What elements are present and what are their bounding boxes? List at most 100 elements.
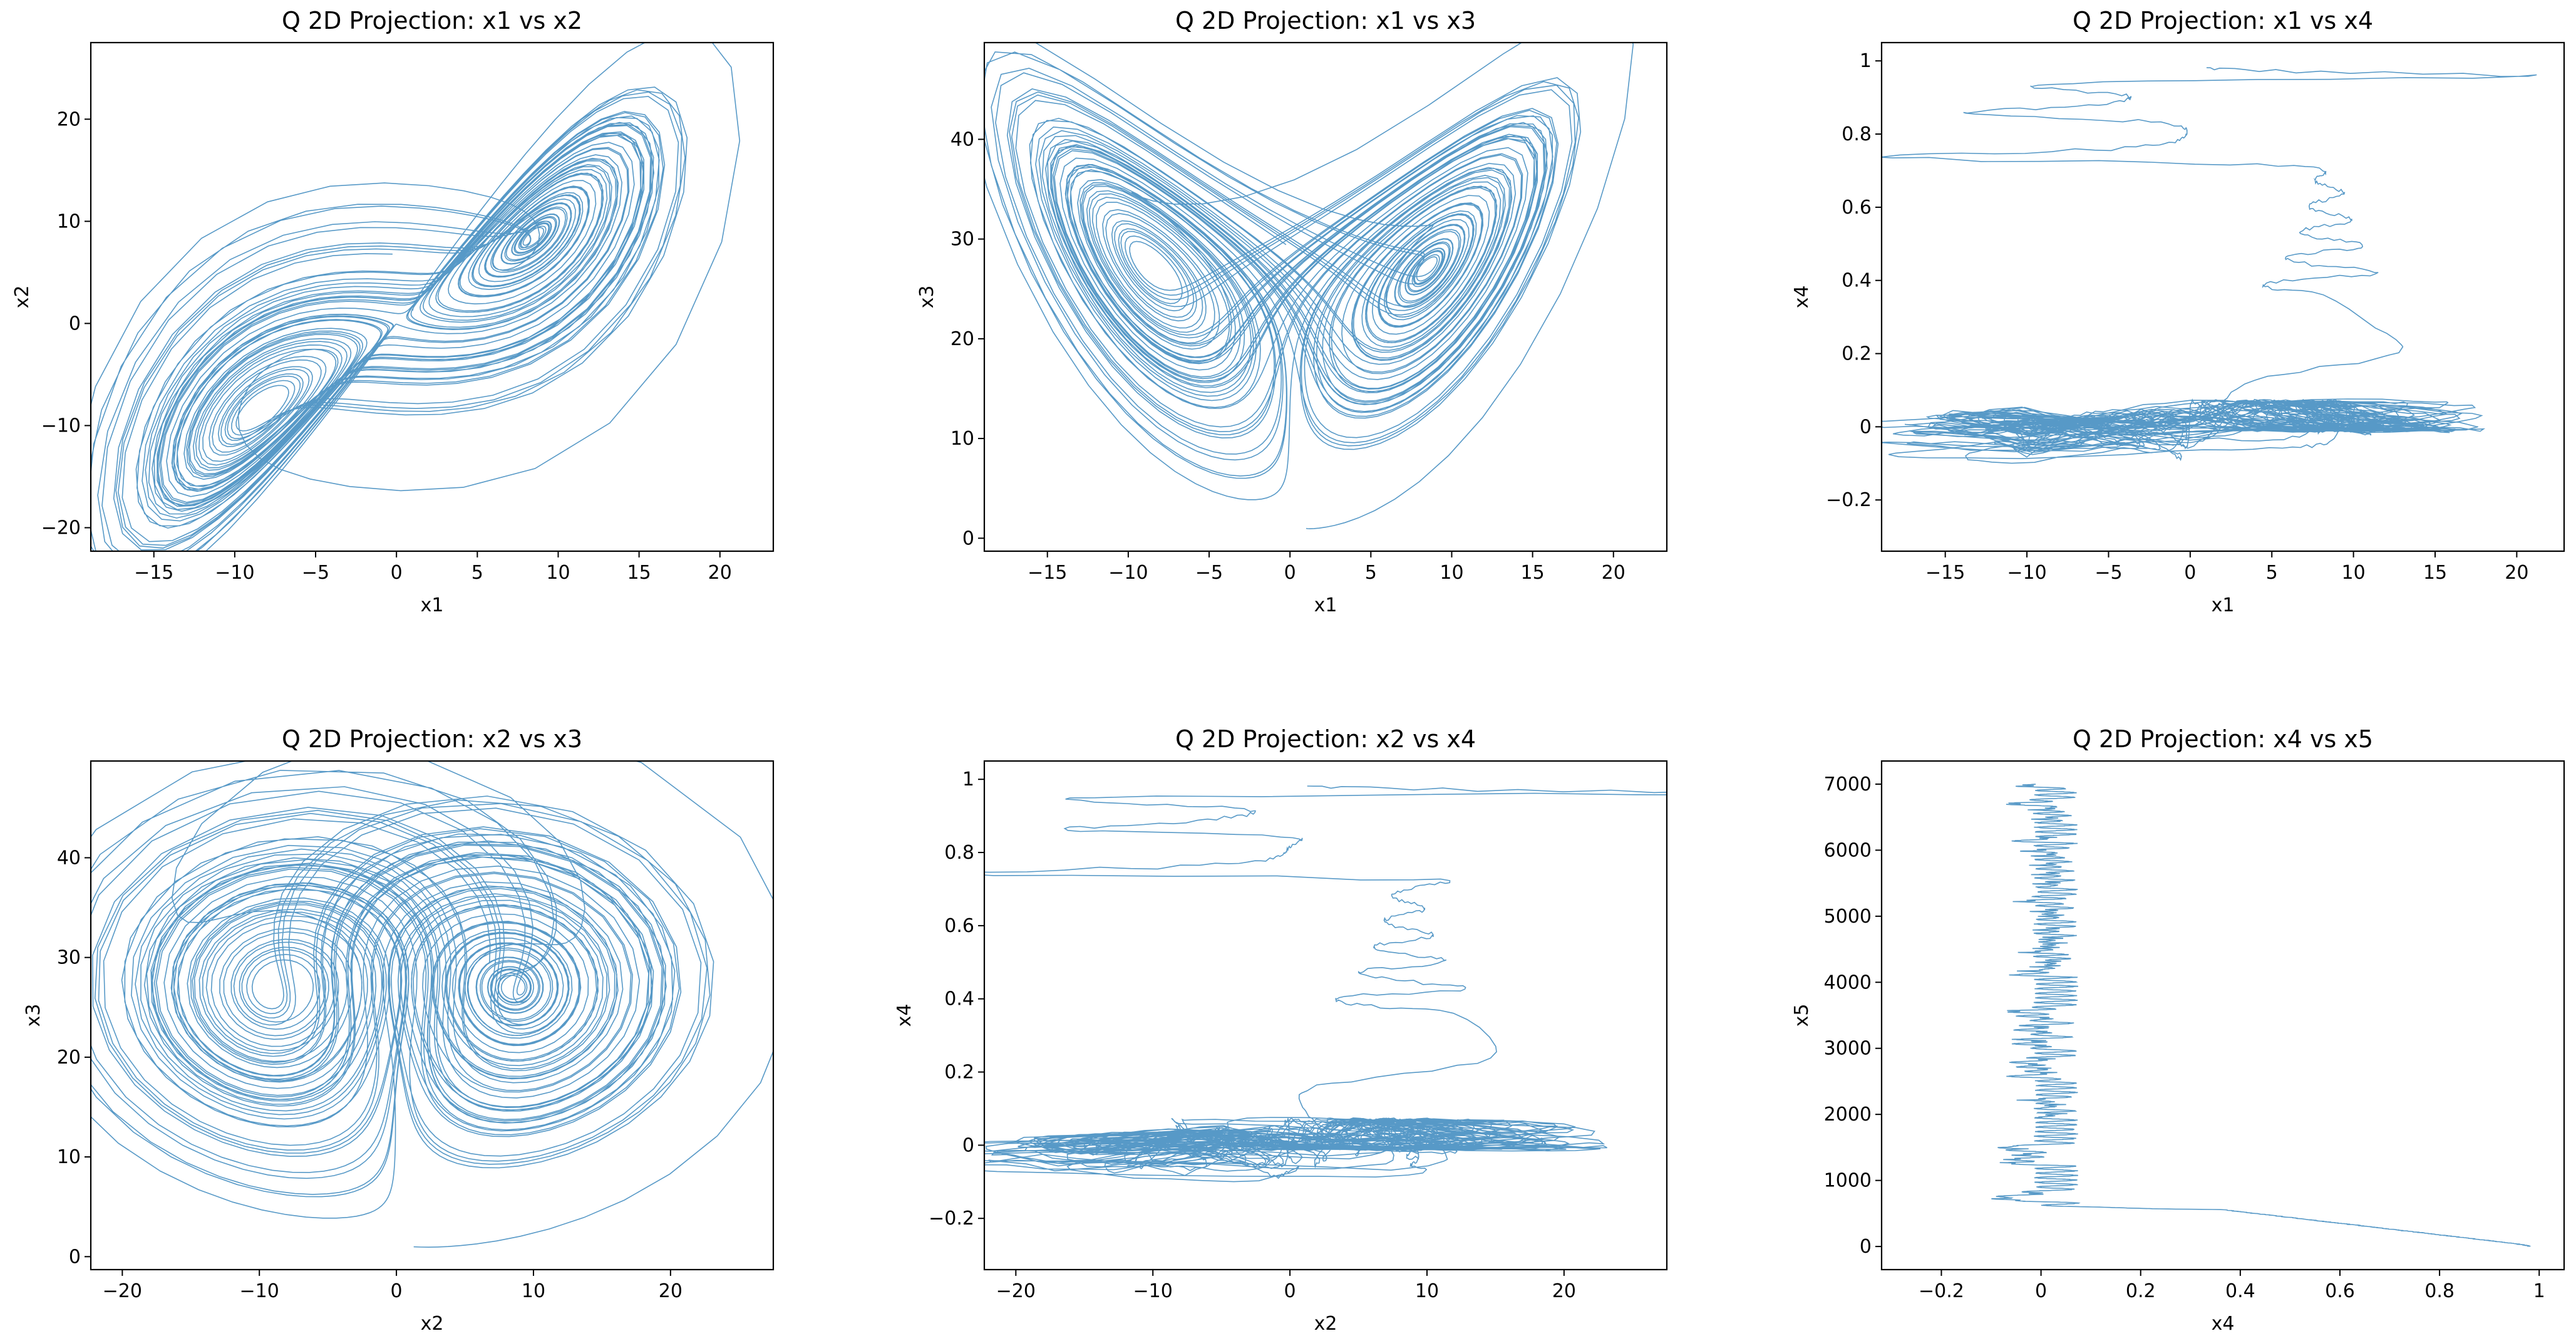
series-line-trajectory <box>984 43 1634 530</box>
y-tick-label: 0 <box>1860 1236 1872 1258</box>
y-tick-label: −20 <box>41 517 81 539</box>
subplot-4: −20 −10 0 10 20 0 10 20 30 40 Q 2D Projection: x2 … <box>23 725 775 1335</box>
x-tick-label: 0 <box>2035 1280 2047 1302</box>
y-tick-label: 0 <box>962 1134 974 1156</box>
chart-title: Q 2D Projection: x1 vs x2 <box>282 7 582 34</box>
x-tick-label: 0 <box>1284 1280 1296 1302</box>
axes-frame <box>1880 760 2565 1271</box>
y-tick-label: 0.6 <box>1842 197 1872 219</box>
y-tick-label: 6000 <box>1824 839 1872 861</box>
x-tick-label: 10 <box>546 562 570 584</box>
x-tick-label: 0.4 <box>2225 1280 2255 1302</box>
y-tick-label: 1 <box>962 769 974 790</box>
x-tick-label: 0 <box>391 1280 403 1302</box>
y-tick-label: 0 <box>69 1246 81 1268</box>
chart-title: Q 2D Projection: x4 vs x5 <box>2073 725 2373 753</box>
series-line-trajectory <box>1991 784 2532 1247</box>
x-tick-label: 1 <box>2533 1280 2545 1302</box>
x-axis-label: x1 <box>421 594 444 616</box>
y-tick-label: 0 <box>69 313 81 334</box>
y-tick-label: 10 <box>57 210 81 232</box>
x-tick-label: −10 <box>1133 1280 1173 1302</box>
x-tick-label: 20 <box>1552 1280 1576 1302</box>
y-tick-label: 40 <box>57 847 81 869</box>
y-tick-label: 20 <box>951 328 974 350</box>
y-tick-label: 30 <box>951 229 974 251</box>
subplot-1: −15 −10 −5 0 5 10 15 20 −20 −10 0 10 20 Q 2D Projecti… <box>11 7 775 616</box>
subplot-6: −0.2 0 0.2 0.4 0.6 0.8 1 0 1000 2000 3000 4000 5000 6… <box>1791 725 2565 1335</box>
axes-frame <box>1880 41 2565 552</box>
x-axis-label: x2 <box>421 1313 444 1335</box>
y-tick-label: 2000 <box>1824 1104 1872 1126</box>
x-tick-label: 15 <box>627 562 651 584</box>
x-tick-label: −10 <box>215 562 254 584</box>
x-tick-label: 10 <box>2342 562 2366 584</box>
x-tick-label: 10 <box>1440 562 1463 584</box>
subplot-5: −20 −10 0 10 20 −0.2 0 0.2 0.4 0.6 0.8 1 Q 2D Projec… <box>894 725 1668 1335</box>
x-tick-label: 0 <box>2184 562 2196 584</box>
y-tick-label: 10 <box>57 1146 81 1168</box>
x-tick-label: 10 <box>1415 1280 1439 1302</box>
y-tick-label: 30 <box>57 947 81 969</box>
x-tick-label: 10 <box>522 1280 545 1302</box>
axes-frame <box>90 41 775 552</box>
y-tick-label: 3000 <box>1824 1038 1872 1060</box>
x-tick-label: 5 <box>2266 562 2278 584</box>
x-tick-label: 20 <box>708 562 732 584</box>
y-tick-label: 0.6 <box>944 915 974 937</box>
x-tick-label: −5 <box>2094 562 2122 584</box>
y-tick-label: 20 <box>57 108 81 130</box>
x-tick-label: −10 <box>2007 562 2046 584</box>
axes-frame <box>983 760 1668 1271</box>
subplot-3: −15 −10 −5 0 5 10 15 20 −0.2 0 0.2 0.4 0.6 0.8 1 Q 2D P… <box>1791 7 2565 616</box>
y-axis-label: x2 <box>11 286 33 309</box>
chart-title: Q 2D Projection: x2 vs x4 <box>1175 725 1476 753</box>
chart-title: Q 2D Projection: x1 vs x4 <box>2073 7 2373 34</box>
y-tick-label: 0.4 <box>944 988 974 1010</box>
x-tick-label: −0.2 <box>1919 1280 1964 1302</box>
x-tick-label: 15 <box>2423 562 2447 584</box>
y-axis-label: x3 <box>23 1004 44 1027</box>
series-line-trajectory <box>91 761 773 1248</box>
chart-title: Q 2D Projection: x1 vs x3 <box>1175 7 1476 34</box>
series-line-trajectory <box>1882 67 2537 464</box>
axes-frame <box>90 760 775 1271</box>
y-tick-label: −0.2 <box>1826 489 1872 511</box>
y-tick-label: 7000 <box>1824 774 1872 795</box>
series-line-trajectory <box>91 43 741 551</box>
x-tick-label: 20 <box>2505 562 2528 584</box>
y-tick-label: 20 <box>57 1047 81 1069</box>
x-tick-label: 0 <box>391 562 403 584</box>
x-axis-label: x4 <box>2212 1313 2235 1335</box>
series-line-trajectory <box>984 785 1667 1183</box>
y-tick-label: 1 <box>1860 50 1872 72</box>
chart-title: Q 2D Projection: x2 vs x3 <box>282 725 582 753</box>
x-axis-label: x2 <box>1314 1313 1337 1335</box>
x-tick-label: −5 <box>302 562 329 584</box>
x-tick-label: −10 <box>240 1280 279 1302</box>
x-axis-label: x1 <box>2212 594 2235 616</box>
y-tick-label: 0.4 <box>1842 270 1872 292</box>
x-tick-label: −15 <box>1028 562 1067 584</box>
x-tick-label: 15 <box>1521 562 1545 584</box>
y-tick-label: 4000 <box>1824 971 1872 993</box>
x-tick-label: −5 <box>1195 562 1223 584</box>
x-tick-label: 0.2 <box>2126 1280 2156 1302</box>
y-axis-label: x4 <box>1791 286 1813 309</box>
y-tick-label: 0.2 <box>1842 343 1872 365</box>
x-tick-label: −15 <box>134 562 173 584</box>
y-axis-label: x5 <box>1791 1004 1813 1027</box>
y-tick-label: −0.2 <box>929 1208 974 1230</box>
y-tick-label: 10 <box>951 428 974 450</box>
subplot-2: −15 −10 −5 0 5 10 15 20 0 10 20 30 40 Q 2D Projection… <box>916 7 1668 616</box>
y-tick-label: 0 <box>1860 416 1872 438</box>
x-tick-label: −20 <box>996 1280 1036 1302</box>
y-tick-label: 0.8 <box>1842 123 1872 145</box>
x-tick-label: 20 <box>659 1280 683 1302</box>
y-axis-label: x4 <box>894 1004 915 1027</box>
y-tick-label: 0.2 <box>944 1062 974 1084</box>
x-tick-label: −15 <box>1925 562 1965 584</box>
y-tick-label: 0 <box>962 527 974 549</box>
x-tick-label: −20 <box>103 1280 142 1302</box>
